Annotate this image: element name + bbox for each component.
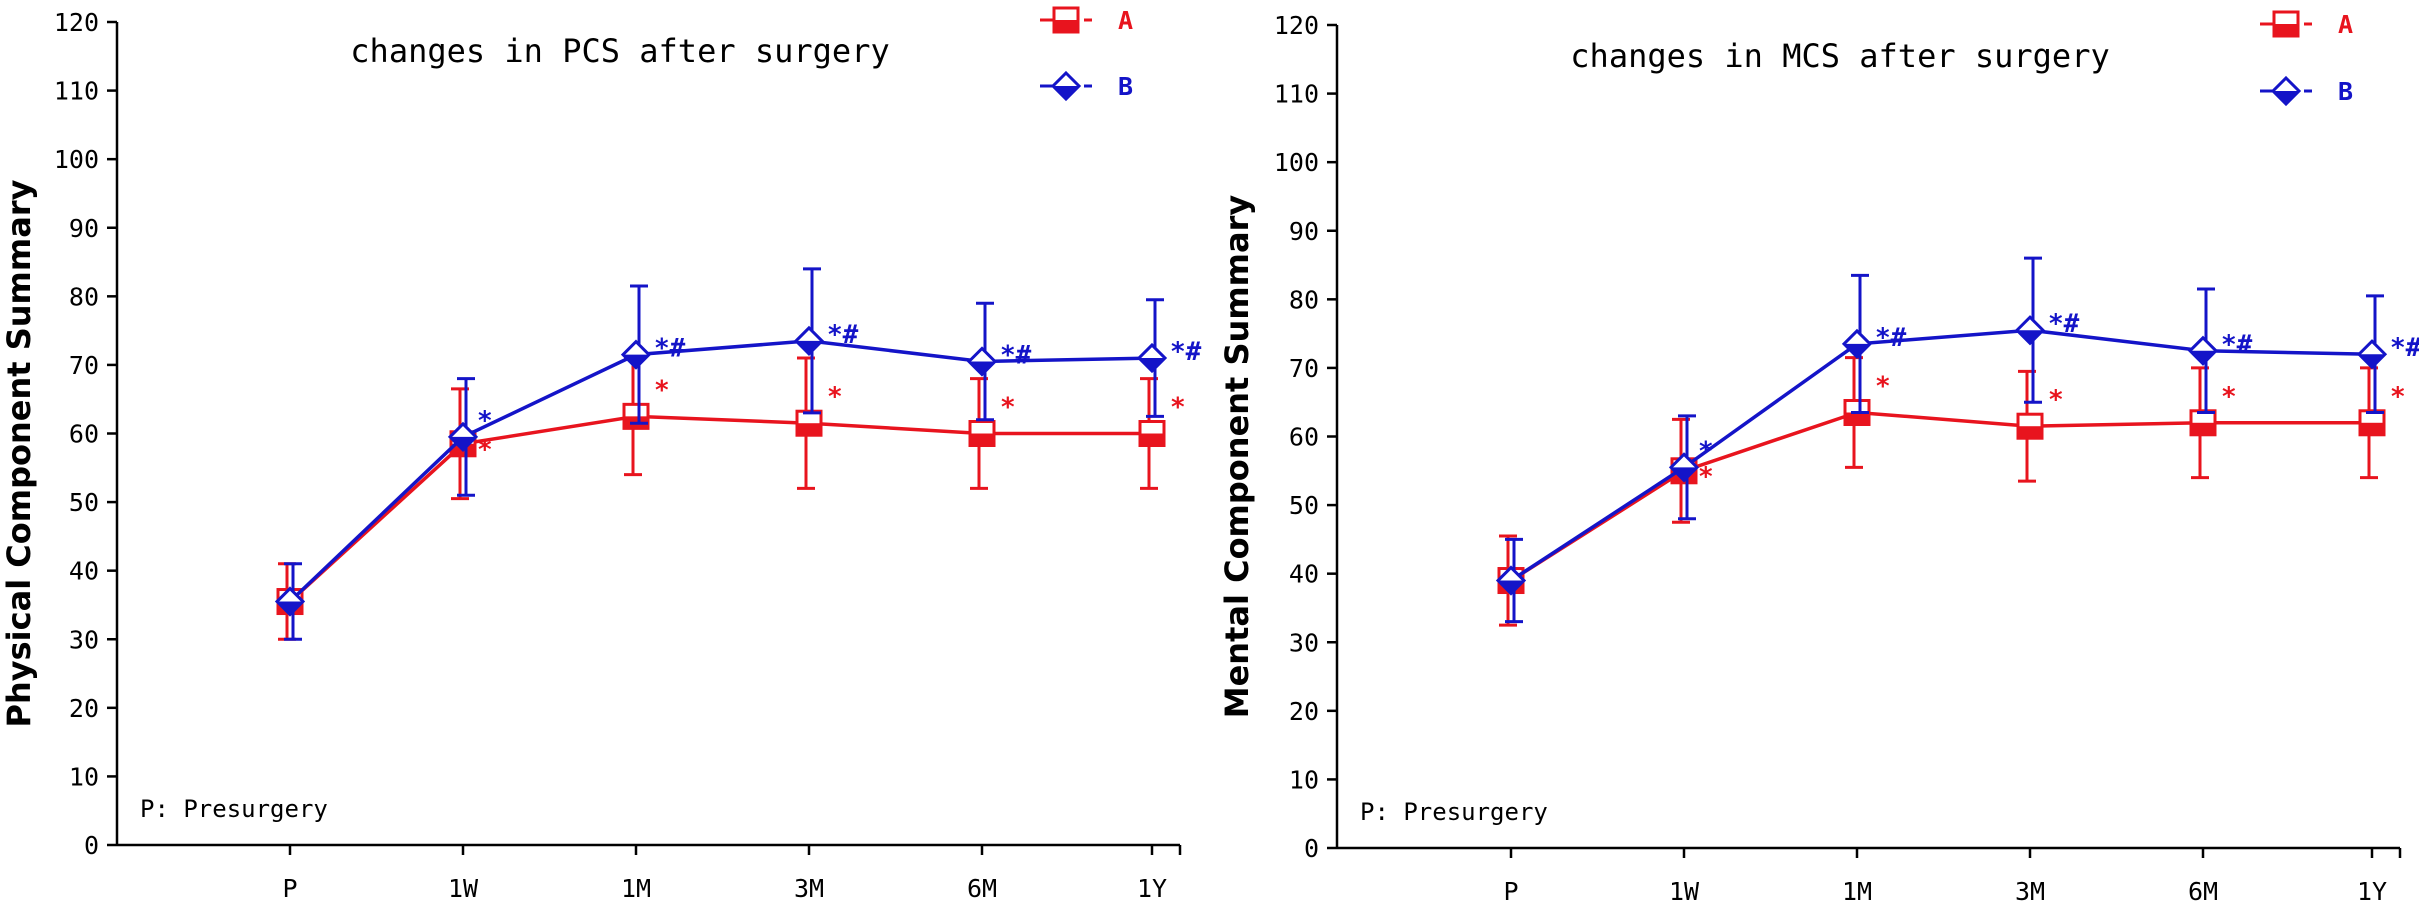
y-axis-label: Mental Component Summary — [1218, 195, 1256, 719]
series-line-A — [1510, 410, 2372, 583]
x-tick-label: 1M — [621, 874, 651, 903]
x-tick-label: P — [282, 874, 297, 903]
series-line-A — [288, 414, 1152, 603]
x-tick-label: 3M — [2015, 877, 2045, 906]
y-tick-label: 20 — [1289, 697, 1319, 726]
legend-label-B: B — [2338, 77, 2353, 106]
significance-annotation: *# — [1875, 323, 1907, 353]
significance-annotation: *# — [1000, 340, 1032, 370]
y-tick-label: 10 — [1289, 765, 1319, 794]
data-point-B-fill — [623, 354, 649, 368]
data-point-B-fill — [2017, 330, 2043, 344]
significance-annotation: * — [2048, 385, 2064, 415]
data-point-B-fill — [969, 361, 995, 375]
legend-label-B: B — [1118, 72, 1133, 101]
y-tick-label: 70 — [1289, 354, 1319, 383]
y-tick-label: 40 — [69, 557, 99, 586]
pcs-chart: 0 10 20 30 40 50 60 70 80 90 100 110 120 P 1W 1M 3M 6M 1Y P… — [0, 6, 1202, 903]
footnote: P: Presurgery — [140, 795, 328, 823]
y-tick-label: 120 — [54, 8, 99, 37]
significance-annotation: * — [1170, 393, 1186, 423]
y-tick-label: 100 — [1274, 148, 1319, 177]
significance-annotation: * — [1000, 393, 1016, 423]
data-point-A-fill — [1845, 412, 1869, 425]
y-tick-label: 110 — [54, 77, 99, 106]
data-point-B-fill — [1671, 467, 1697, 481]
data-point-A-fill — [797, 423, 821, 436]
legend-marker-B-fill — [1053, 86, 1079, 99]
x-tick-label: 1Y — [1137, 874, 1167, 903]
data-point-A-fill — [2360, 422, 2384, 435]
pcs-chart-panel: 0 10 20 30 40 50 60 70 80 90 100 110 120 P 1W 1M 3M 6M 1Y P… — [0, 0, 1210, 911]
y-tick-label: 60 — [1289, 423, 1319, 452]
y-tick-label: 110 — [1274, 80, 1319, 109]
data-point-B-fill — [450, 436, 476, 450]
data-point-A-fill — [1140, 433, 1164, 446]
x-tick-label: 1M — [1842, 877, 1872, 906]
x-tick-label: 1Y — [2357, 877, 2387, 906]
significance-annotation: * — [477, 406, 493, 436]
y-tick-label: 50 — [69, 488, 99, 517]
significance-annotation: * — [1698, 462, 1714, 492]
x-tick-label: 6M — [2188, 877, 2218, 906]
y-tick-label: 60 — [69, 420, 99, 449]
series-line-B — [288, 339, 1153, 603]
y-tick-label: 40 — [1289, 560, 1319, 589]
mcs-chart-panel: 0 10 20 30 40 50 60 70 80 90 100 110 120 P 1W 1M 3M 6M 1Y M… — [1210, 0, 2419, 911]
data-point-A-fill — [2191, 422, 2215, 435]
data-point-B-fill — [1498, 580, 1524, 594]
significance-annotation: *# — [2221, 330, 2253, 360]
series-line-B — [1510, 328, 2373, 582]
y-tick-label: 30 — [1289, 628, 1319, 657]
x-tick-label: 3M — [794, 874, 824, 903]
significance-annotation: *# — [654, 334, 686, 364]
significance-annotation: * — [2390, 382, 2406, 412]
significance-annotation: * — [2221, 382, 2237, 412]
y-tick-label: 30 — [69, 625, 99, 654]
significance-annotation: *# — [1170, 337, 1202, 367]
legend-marker-B-fill — [2273, 91, 2299, 104]
data-point-B-fill — [1139, 358, 1165, 372]
y-axis-label: Physical Component Summary — [0, 179, 38, 727]
significance-annotation: *# — [827, 320, 859, 350]
y-tick-label: 0 — [1304, 834, 1319, 863]
y-tick-label: 80 — [69, 282, 99, 311]
data-point-A-fill — [970, 433, 994, 446]
significance-annotation: *# — [2390, 333, 2419, 363]
data-point-B-fill — [277, 601, 303, 615]
legend-marker-A-fill — [2274, 24, 2298, 36]
x-tick-label: 1W — [448, 874, 479, 903]
x-tick-label: P — [1503, 877, 1518, 906]
significance-annotation: * — [477, 435, 493, 465]
legend-marker-A-fill — [1054, 20, 1078, 32]
mcs-chart: 0 10 20 30 40 50 60 70 80 90 100 110 120 P 1W 1M 3M 6M 1Y M… — [1218, 10, 2419, 906]
y-tick-label: 0 — [84, 831, 99, 860]
y-tick-label: 120 — [1274, 11, 1319, 40]
legend-label-A: A — [2338, 10, 2353, 39]
significance-annotation: * — [654, 375, 670, 405]
y-tick-label: 50 — [1289, 491, 1319, 520]
significance-annotation: * — [827, 382, 843, 412]
y-tick-label: 80 — [1289, 285, 1319, 314]
legend-label-A: A — [1118, 6, 1133, 35]
y-tick-label: 100 — [54, 145, 99, 174]
chart-title: changes in MCS after surgery — [1570, 37, 2109, 75]
y-tick-label: 10 — [69, 762, 99, 791]
data-point-B-fill — [2190, 350, 2216, 364]
y-tick-label: 70 — [69, 351, 99, 380]
footnote: P: Presurgery — [1360, 798, 1548, 826]
y-tick-label: 90 — [1289, 217, 1319, 246]
x-tick-label: 6M — [967, 874, 997, 903]
data-point-B-fill — [1844, 343, 1870, 357]
y-tick-label: 20 — [69, 694, 99, 723]
significance-annotation: *# — [2048, 309, 2080, 339]
data-point-B-fill — [2359, 354, 2385, 368]
data-point-A-fill — [2018, 426, 2042, 439]
data-point-B-fill — [796, 340, 822, 354]
significance-annotation: * — [1698, 436, 1714, 466]
significance-annotation: * — [1875, 371, 1891, 401]
chart-title: changes in PCS after surgery — [350, 32, 889, 70]
y-tick-label: 90 — [69, 214, 99, 243]
x-tick-label: 1W — [1669, 877, 1700, 906]
